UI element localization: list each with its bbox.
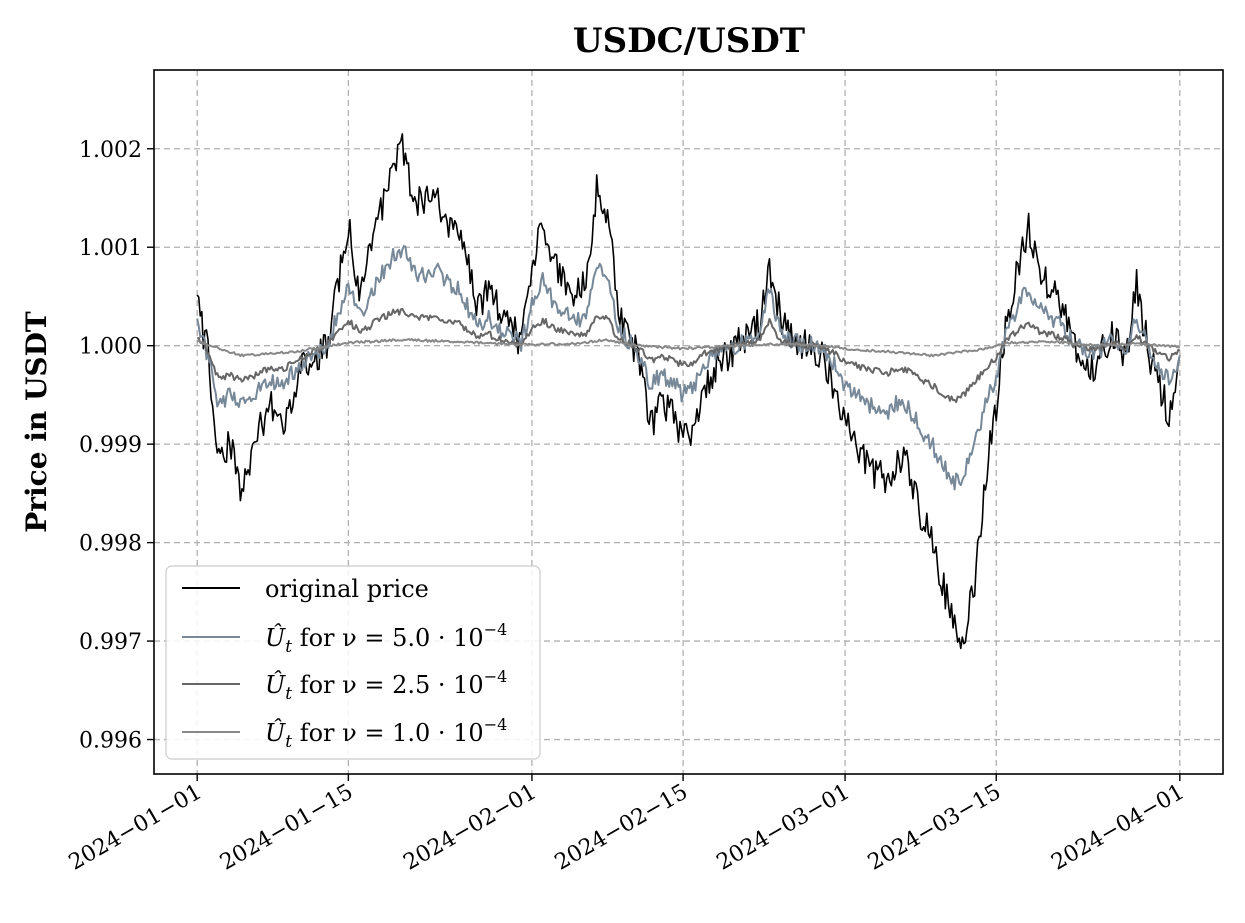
y-tick-label: 1.001: [79, 236, 142, 261]
y-tick-label: 1.000: [79, 335, 142, 360]
series-layer: [196, 133, 1181, 650]
legend-label: Ût for ν = 1.0 · 10−4: [265, 715, 507, 752]
series-line-4: [196, 337, 1181, 358]
legend-label: original price: [265, 575, 429, 603]
y-tick-label: 0.998: [79, 532, 142, 557]
legend-label: Ût for ν = 5.0 · 10−4: [265, 620, 507, 657]
y-tick-label: 0.999: [79, 433, 142, 458]
chart-title: USDC/USDT: [573, 21, 805, 61]
series-line-1: [196, 133, 1181, 650]
y-tick-label: 0.996: [79, 729, 142, 754]
legend-box: [165, 565, 541, 760]
y-ticks: 0.996 0.997 0.998 0.999 1.000 1.001 1.002: [79, 138, 154, 754]
y-axis-label: Price in USDT: [20, 311, 53, 533]
plot-frame: [153, 69, 1224, 775]
series-line-2: [196, 245, 1181, 491]
grid-lines: [154, 70, 1223, 774]
legend: original price Ût for ν = 5.0 · 10−4 Ût fo…: [165, 565, 541, 760]
legend-label: Ût for ν = 2.5 · 10−4: [265, 667, 507, 704]
y-tick-label: 1.002: [79, 138, 142, 163]
y-tick-label: 0.997: [79, 630, 142, 655]
series-line-3: [196, 307, 1181, 404]
